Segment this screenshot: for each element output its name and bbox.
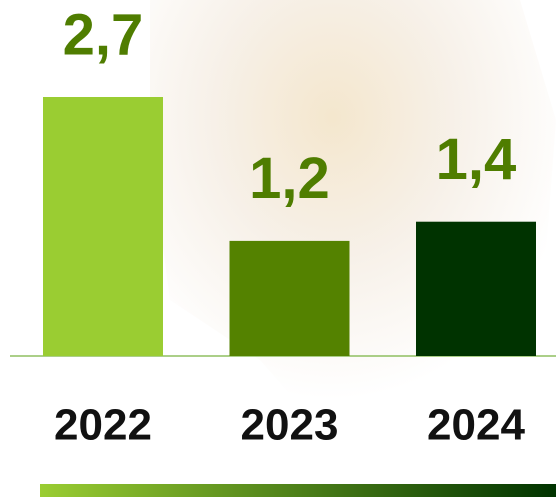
bar (43, 97, 163, 356)
x-tick-label: 2024 (427, 401, 525, 450)
footer-bar (40, 484, 556, 497)
bar (229, 240, 350, 356)
x-tick-label: 2022 (54, 401, 152, 450)
value-label: 2,7 (63, 2, 144, 67)
value-label: 1,2 (249, 146, 330, 211)
x-tick-label: 2023 (241, 401, 339, 450)
bar (416, 221, 536, 356)
value-label: 1,4 (436, 127, 517, 192)
